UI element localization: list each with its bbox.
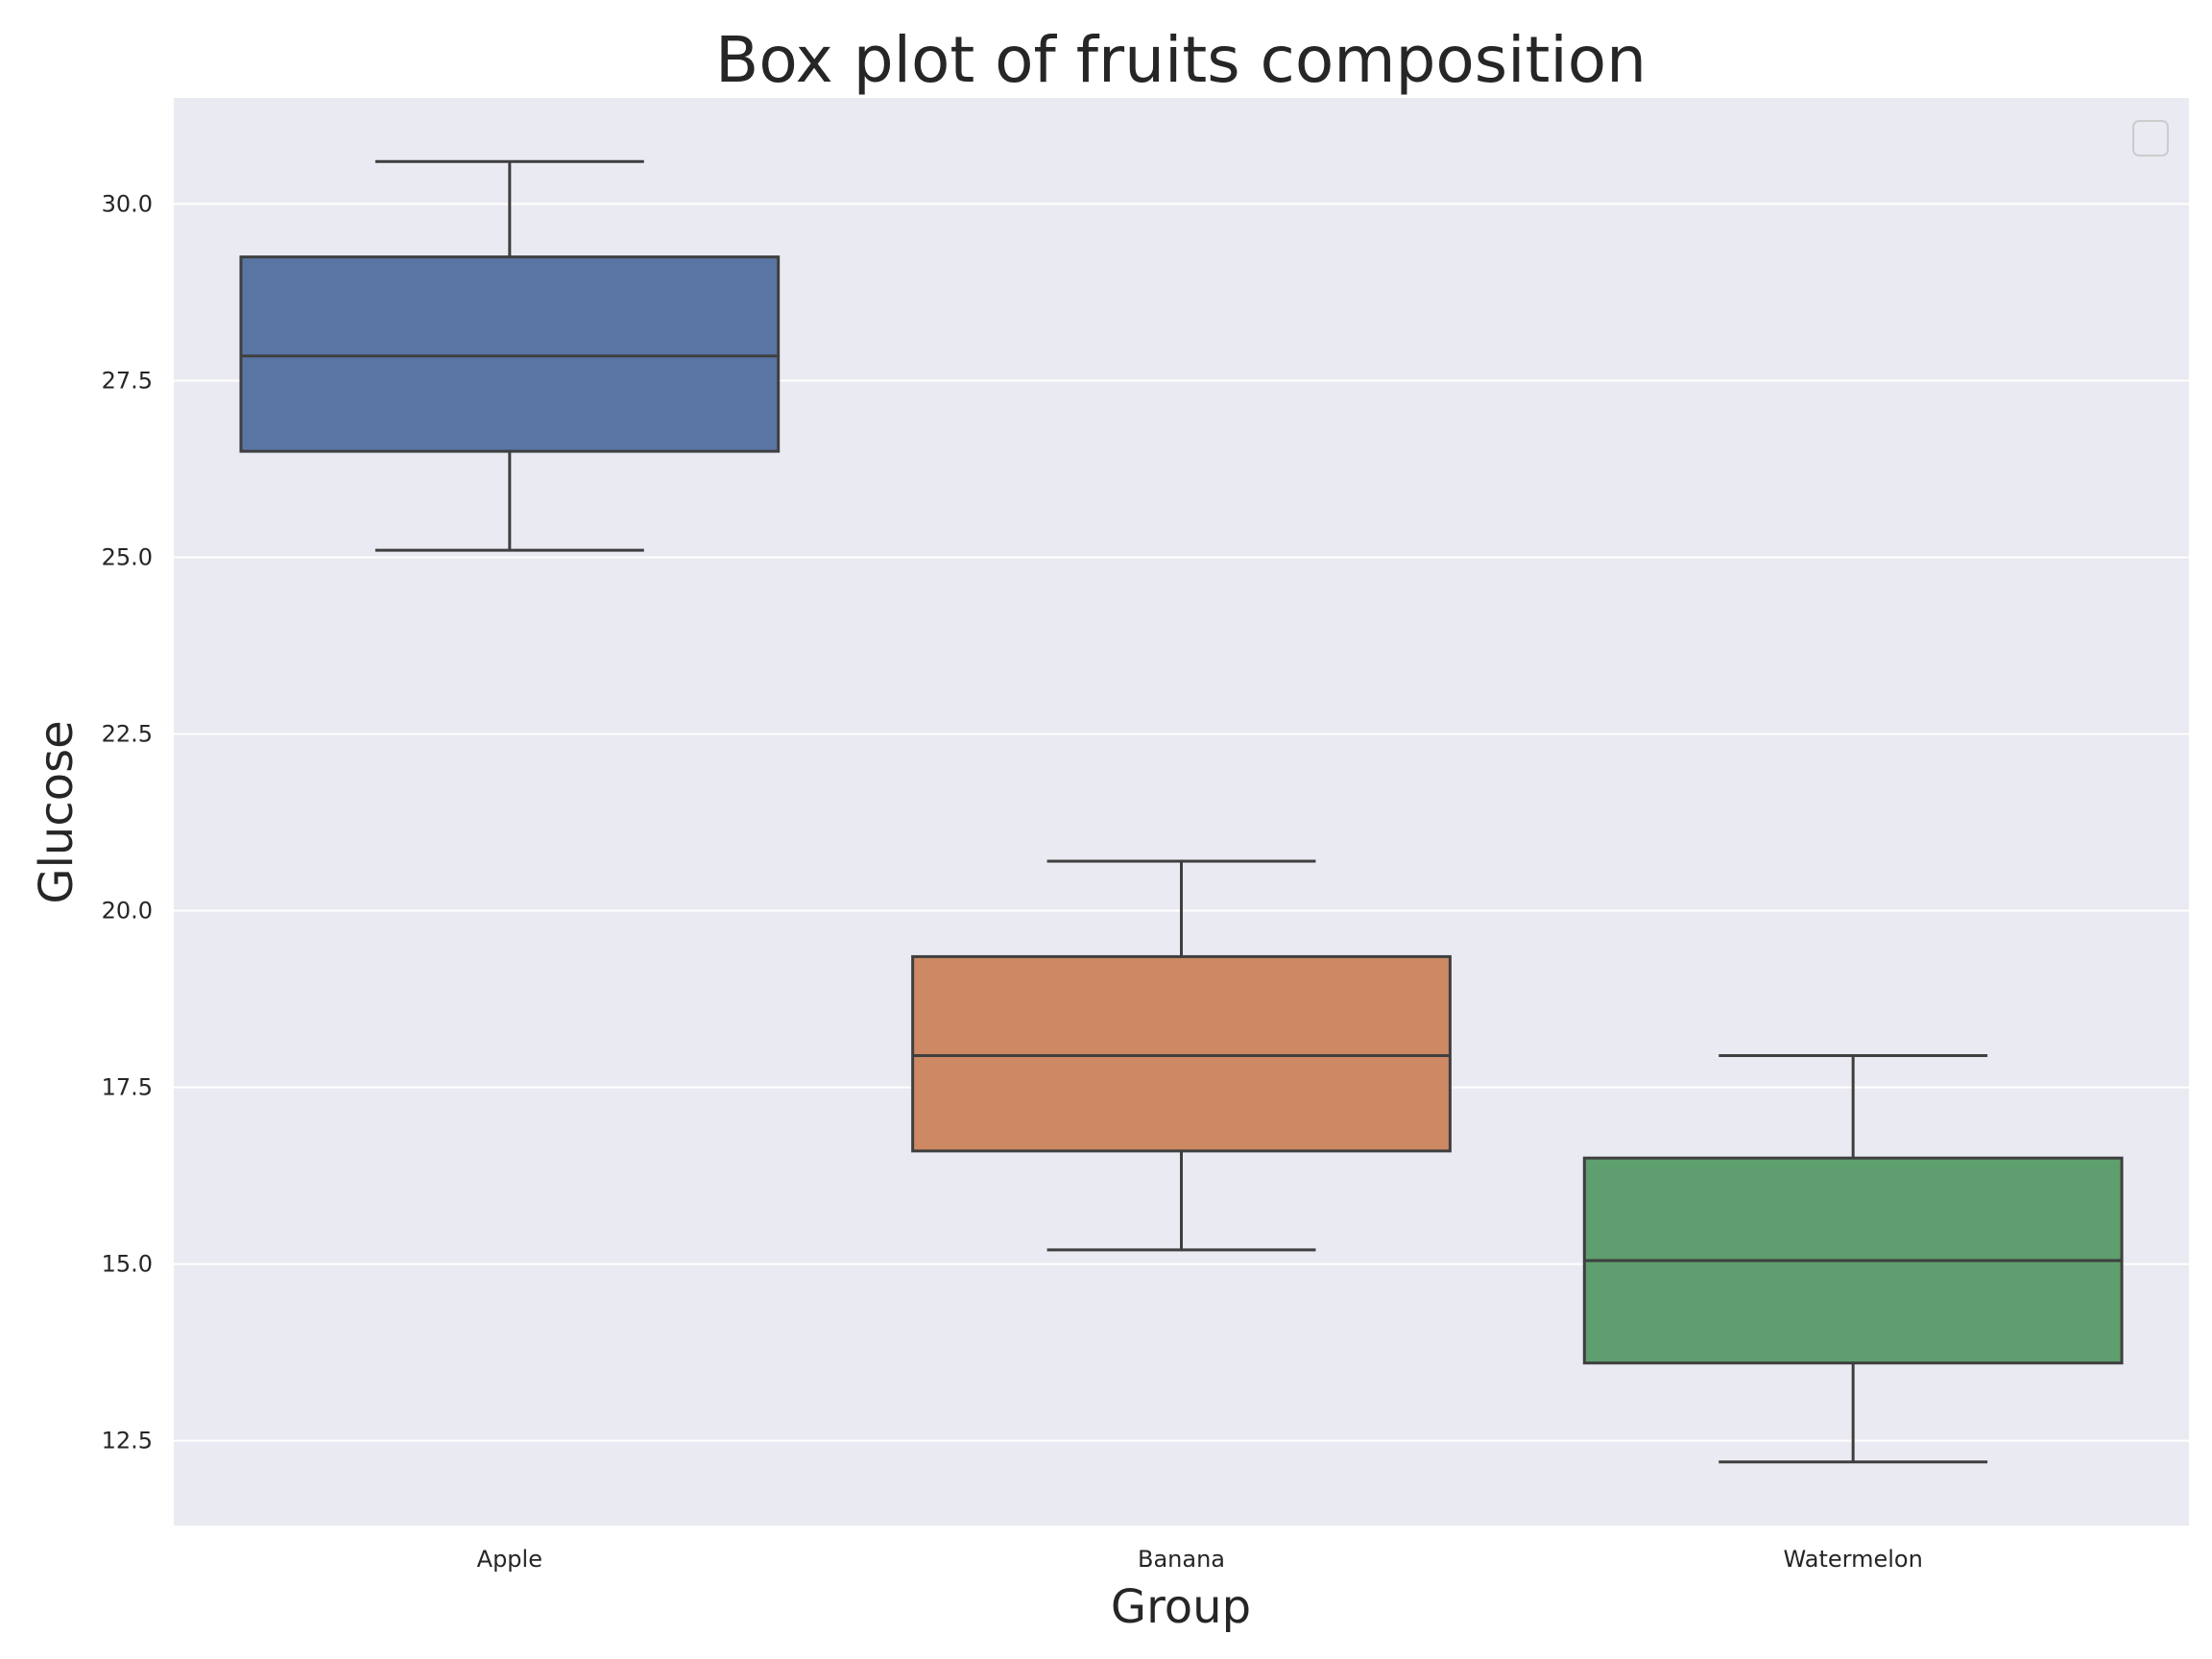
y-tick-label: 20.0 <box>102 898 153 925</box>
box-iqr <box>239 255 781 453</box>
y-axis-ticks: 12.5 15.0 17.5 20.0 22.5 25.0 27.5 30.0 <box>102 190 153 1454</box>
boxes <box>239 159 2124 1464</box>
x-tick-label: Apple <box>477 1546 542 1573</box>
y-axis-label: Glucose <box>30 720 84 903</box>
y-tick-label: 15.0 <box>102 1251 153 1278</box>
chart-title: Box plot of fruits composition <box>715 23 1647 97</box>
box-group <box>1582 1053 2124 1464</box>
x-tick-label: Banana <box>1138 1546 1225 1573</box>
box-iqr <box>911 954 1452 1153</box>
x-tick-label: Watermelon <box>1784 1546 1923 1573</box>
box-group <box>239 159 781 552</box>
box-group <box>911 859 1452 1252</box>
y-tick-label: 22.5 <box>102 721 153 748</box>
x-axis-ticks: Apple Banana Watermelon <box>477 1546 1923 1573</box>
y-tick-label: 17.5 <box>102 1074 153 1101</box>
y-tick-label: 30.0 <box>102 190 153 217</box>
y-tick-label: 27.5 <box>102 367 153 394</box>
y-tick-label: 12.5 <box>102 1428 153 1455</box>
legend-box <box>2132 120 2169 156</box>
y-tick-label: 25.0 <box>102 543 153 570</box>
x-axis-label: Group <box>1111 1580 1251 1634</box>
